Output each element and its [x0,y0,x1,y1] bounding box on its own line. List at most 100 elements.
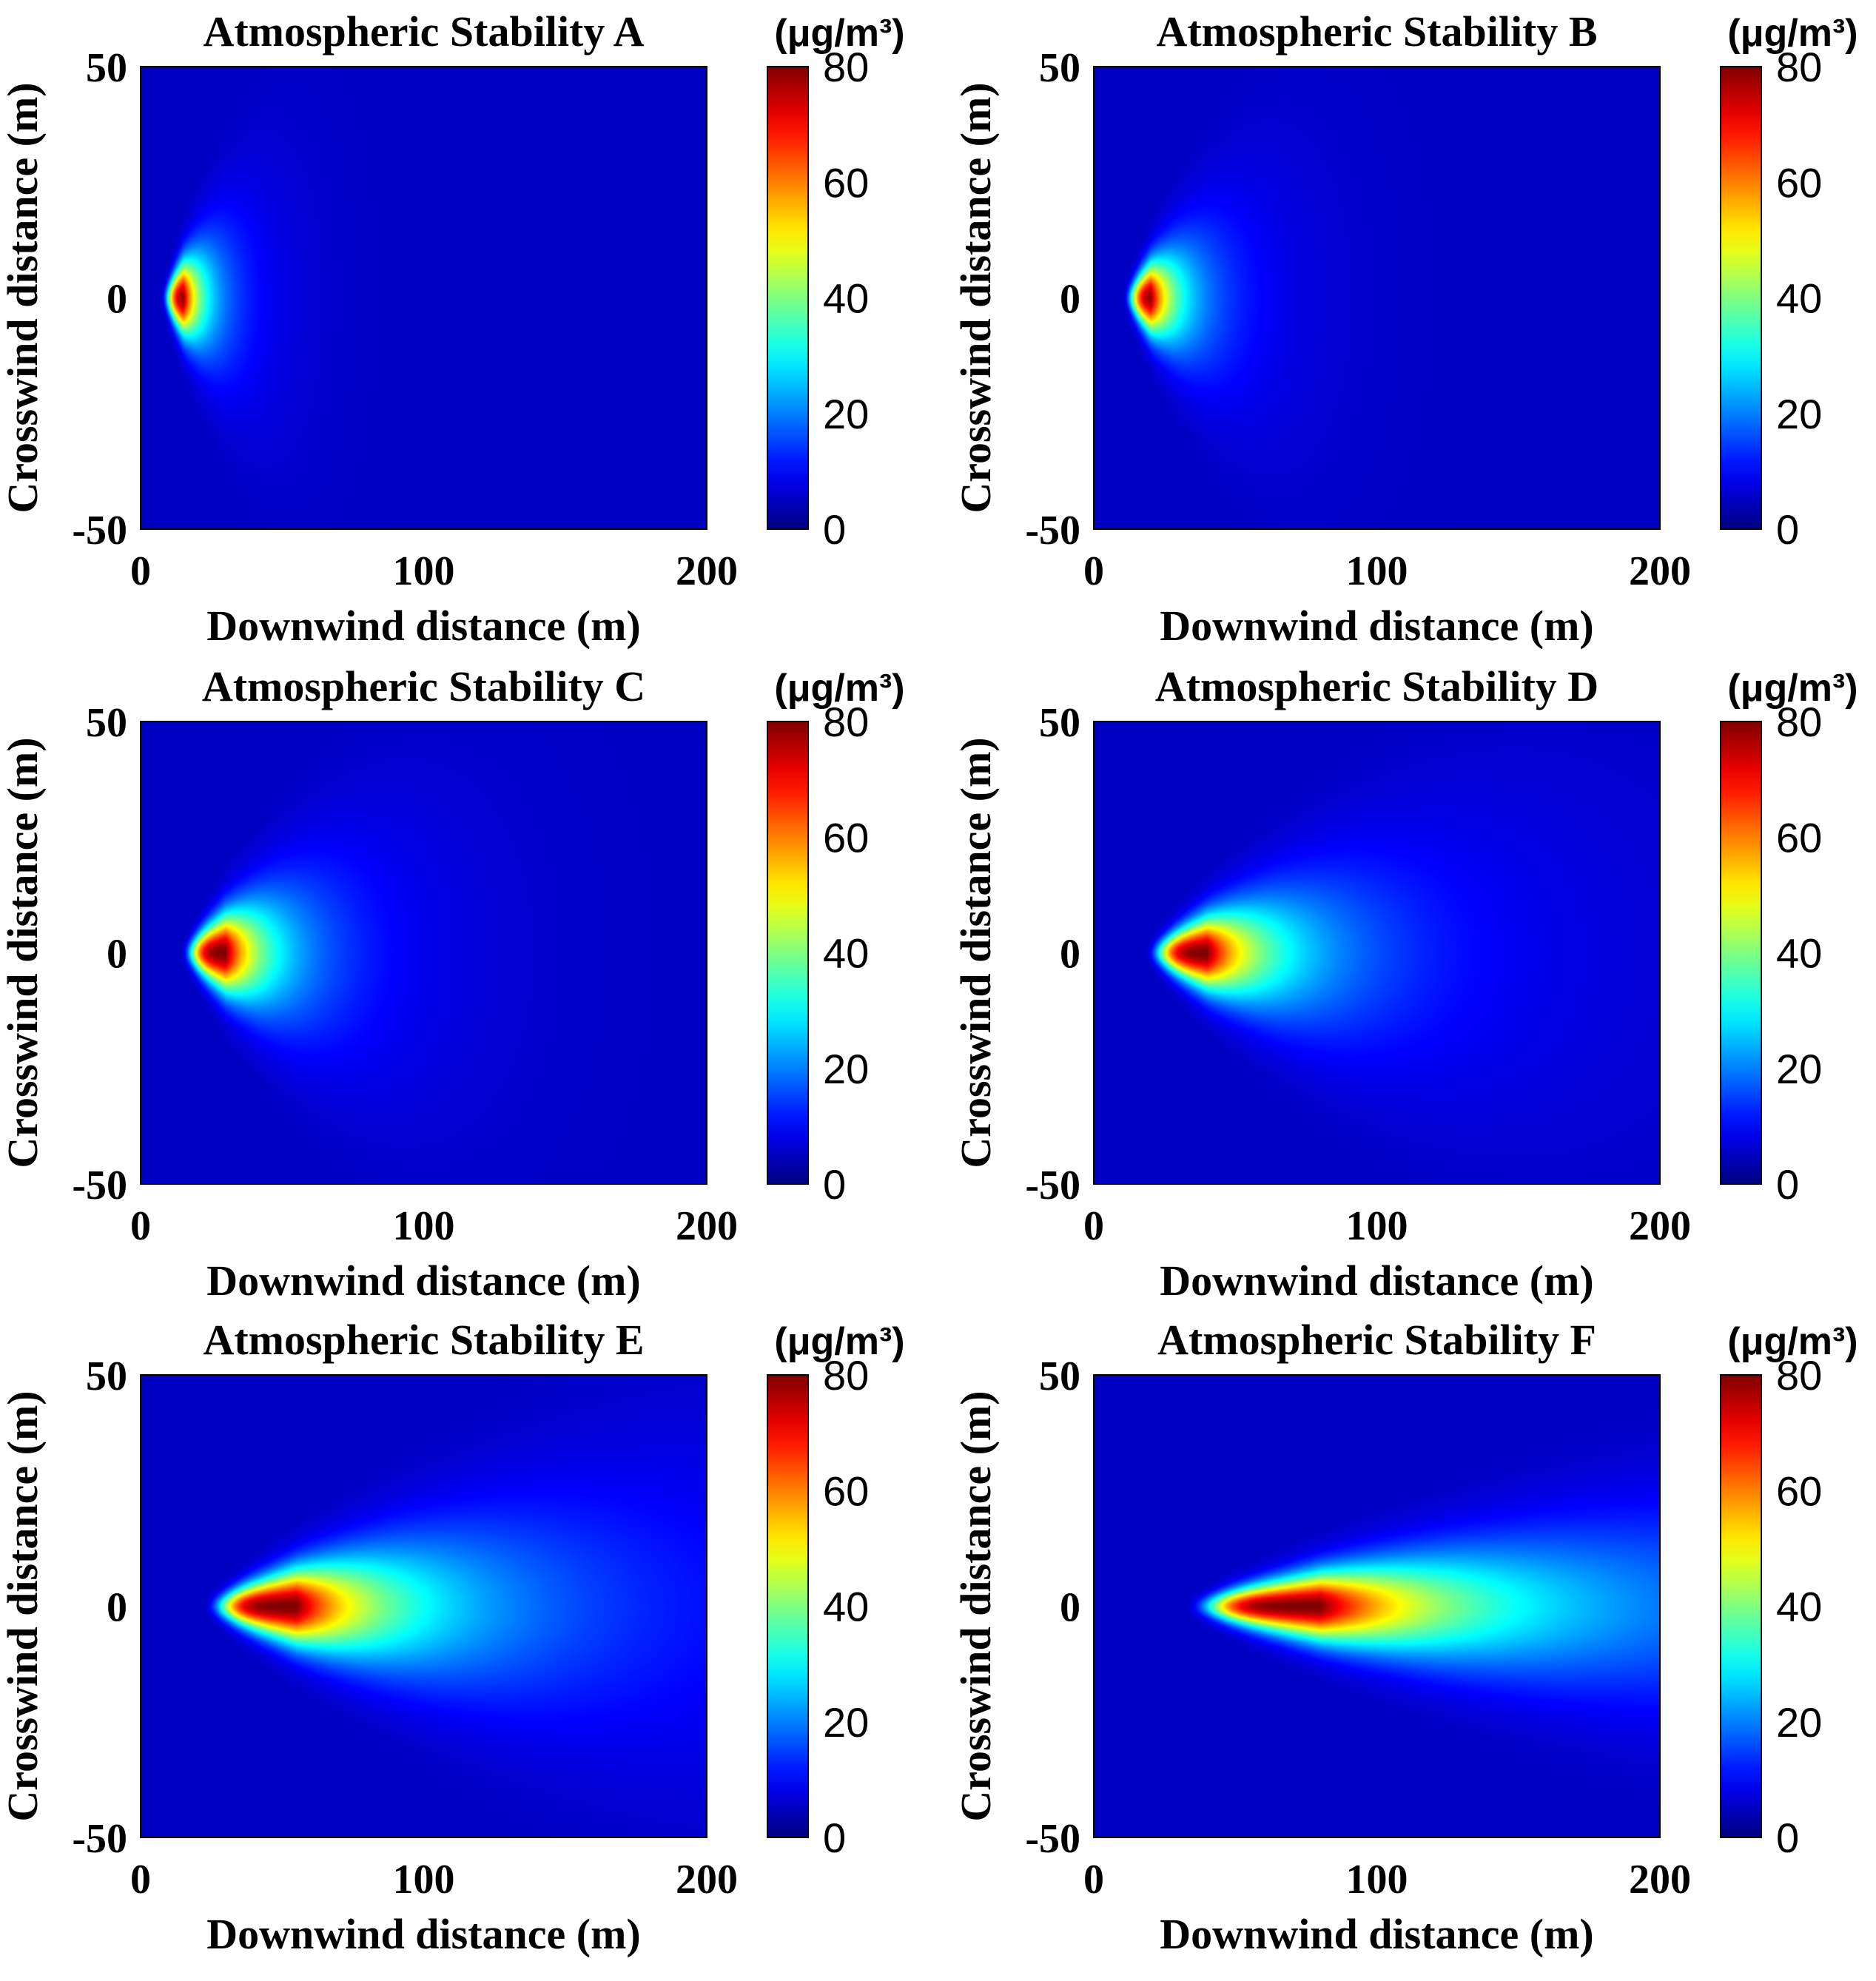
colorbar-tick-label: 80 [1776,44,1822,90]
x-tick-label: 200 [676,548,738,594]
y-tick-label: -50 [72,508,127,554]
colorbar-tick-label: 0 [823,506,846,553]
y-axis-label: Crosswind distance (m) [952,82,1000,513]
x-axis-label: Downwind distance (m) [1160,602,1594,650]
colorbar [767,1374,809,1838]
colorbar-tick-label: 40 [823,1584,869,1630]
y-tick-label: -50 [1025,1816,1080,1862]
colorbar-tick-label: 0 [823,1814,846,1861]
y-tick-label: -50 [72,1816,127,1862]
y-tick-label: 50 [86,700,127,746]
y-tick-label: 50 [1039,1353,1080,1399]
panel-f: Atmospheric Stability F0 100 200500-50Down… [952,1316,1858,1958]
x-axis-label: Downwind distance (m) [1160,1910,1594,1958]
colorbar-tick-label: 80 [1776,699,1822,745]
x-axis-label: Downwind distance (m) [206,1257,641,1305]
colorbar [767,66,809,530]
colorbar-unit: (μg/m³) [1727,667,1857,710]
colorbar-tick-label: 20 [823,391,869,437]
colorbar-unit: (μg/m³) [774,1320,904,1363]
x-tick-label: 0 [1083,1857,1104,1903]
x-tick-label: 0 [130,1857,151,1903]
x-tick-label: 0 [1083,548,1104,594]
colorbar [1720,1374,1762,1838]
x-tick-label: 0 [1083,1203,1104,1249]
y-tick-label: 50 [1039,700,1080,746]
colorbar-tick-label: 40 [1776,275,1822,322]
heatmap-panel-c [141,722,707,1184]
colorbar-tick-label: 40 [823,275,869,322]
y-axis-label: Crosswind distance (m) [0,82,47,513]
colorbar-tick-label: 60 [823,159,869,206]
chart-title: Atmospheric Stability C [202,662,645,710]
panel-b: Atmospheric Stability B0 100 200500-50Down… [952,7,1858,650]
y-axis-label: Crosswind distance (m) [0,737,47,1168]
x-axis-label: Downwind distance (m) [206,1910,641,1958]
x-tick-label: 200 [676,1203,738,1249]
y-tick-label: 50 [1039,45,1080,91]
x-tick-label: 0 [130,548,151,594]
y-tick-label: 0 [1060,932,1080,978]
panel-e: Atmospheric Stability E0 100 200500-50Down… [0,1316,905,1958]
colorbar-tick-label: 80 [823,699,869,745]
colorbar-tick-label: 40 [1776,930,1822,977]
heatmap-panel-d [1094,722,1660,1184]
x-axis-label: Downwind distance (m) [1160,1257,1594,1305]
colorbar-tick-label: 80 [823,1352,869,1399]
colorbar-tick-label: 0 [1776,506,1799,553]
y-tick-label: -50 [1025,1163,1080,1208]
panel-a: Atmospheric Stability A0 100 200500-50Down… [0,7,905,650]
panel-d: Atmospheric Stability D0 100 200500-50Down… [952,662,1858,1305]
colorbar-unit: (μg/m³) [1727,1320,1857,1363]
x-tick-label: 100 [393,548,455,594]
colorbar-tick-label: 0 [1776,1814,1799,1861]
plot-frame [140,66,707,530]
y-tick-label: 0 [107,277,127,323]
colorbar-tick-label: 60 [1776,159,1822,206]
colorbar-unit: (μg/m³) [774,667,904,710]
chart-title: Atmospheric Stability F [1157,1316,1596,1364]
y-tick-label: 0 [107,932,127,978]
colorbar-tick-label: 60 [1776,1467,1822,1514]
y-tick-label: 50 [86,1353,127,1399]
x-tick-label: 200 [1629,1857,1691,1903]
colorbar-tick-label: 60 [823,1467,869,1514]
plot-frame [1093,1374,1661,1838]
x-tick-label: 200 [1629,548,1691,594]
x-tick-label: 200 [676,1857,738,1903]
y-tick-label: 0 [1060,277,1080,323]
y-tick-label: 50 [86,45,127,91]
colorbar-tick-label: 80 [823,44,869,90]
x-tick-label: 100 [393,1203,455,1249]
colorbar [767,721,809,1185]
colorbar-tick-label: 0 [1776,1161,1799,1208]
panel-c: Atmospheric Stability C0 100 200500-50Down… [0,662,905,1305]
plot-frame [1093,721,1661,1185]
x-tick-label: 100 [1346,1203,1408,1249]
colorbar-tick-label: 20 [823,1699,869,1746]
colorbar-tick-label: 20 [1776,1046,1822,1092]
chart-title: Atmospheric Stability B [1156,7,1597,56]
colorbar-tick-label: 0 [823,1161,846,1208]
colorbar-tick-label: 20 [1776,1699,1822,1746]
colorbar-unit: (μg/m³) [1727,12,1857,55]
heatmap-panel-b [1094,67,1660,529]
y-axis-label: Crosswind distance (m) [952,737,1000,1168]
y-tick-label: -50 [72,1163,127,1208]
chart-title: Atmospheric Stability A [203,7,644,56]
x-tick-label: 200 [1629,1203,1691,1249]
plot-frame [140,721,707,1185]
plot-frame [1093,66,1661,530]
colorbar-tick-label: 60 [823,814,869,861]
chart-title: Atmospheric Stability E [203,1316,644,1364]
y-tick-label: -50 [1025,508,1080,554]
colorbar-tick-label: 40 [823,930,869,977]
plot-frame [140,1374,707,1838]
x-tick-label: 0 [130,1203,151,1249]
x-tick-label: 100 [1346,1857,1408,1903]
heatmap-panel-f [1094,1375,1660,1837]
heatmap-panel-a [141,67,707,529]
colorbar-tick-label: 20 [823,1046,869,1092]
colorbar-unit: (μg/m³) [774,12,904,55]
